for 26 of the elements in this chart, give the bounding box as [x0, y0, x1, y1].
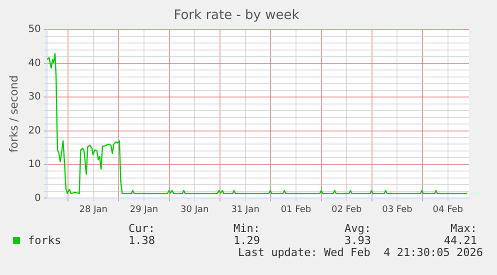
chart-title: Fork rate - by week: [174, 8, 300, 24]
text: Max:: [450, 222, 477, 235]
x-tick-label: 30 Jan: [180, 204, 209, 215]
text: Min:: [234, 222, 260, 235]
text: 1.38: [128, 234, 155, 247]
y-tick-label: 50: [28, 24, 41, 36]
x-tick-label: 01 Feb: [280, 204, 312, 215]
y-tick-label: 10: [28, 159, 41, 170]
x-tick-label: 29 Jan: [130, 204, 158, 215]
x-tick-label: 28 Jan: [79, 204, 108, 215]
y-tick-label: 20: [28, 125, 41, 136]
text: 1.29: [234, 234, 260, 247]
text: Cur:: [128, 222, 155, 235]
text: Avg:: [344, 222, 371, 235]
y-tick-label: 0: [34, 192, 41, 204]
y-axis-title: forks / second: [7, 75, 20, 152]
text: 3.93: [344, 234, 371, 247]
y-tick-label: 40: [28, 58, 41, 69]
text: Last update: Wed Feb 4 21:30:05 2026: [238, 246, 483, 259]
x-tick-label: 03 Feb: [382, 204, 413, 215]
text: 44.21: [444, 234, 477, 247]
x-tick-label: 02 Feb: [331, 204, 362, 215]
legend-label: forks: [27, 234, 62, 247]
y-tick-label: 30: [28, 92, 41, 103]
x-tick-label: 31 Jan: [231, 204, 260, 215]
x-tick-label: 04 Feb: [432, 204, 464, 215]
